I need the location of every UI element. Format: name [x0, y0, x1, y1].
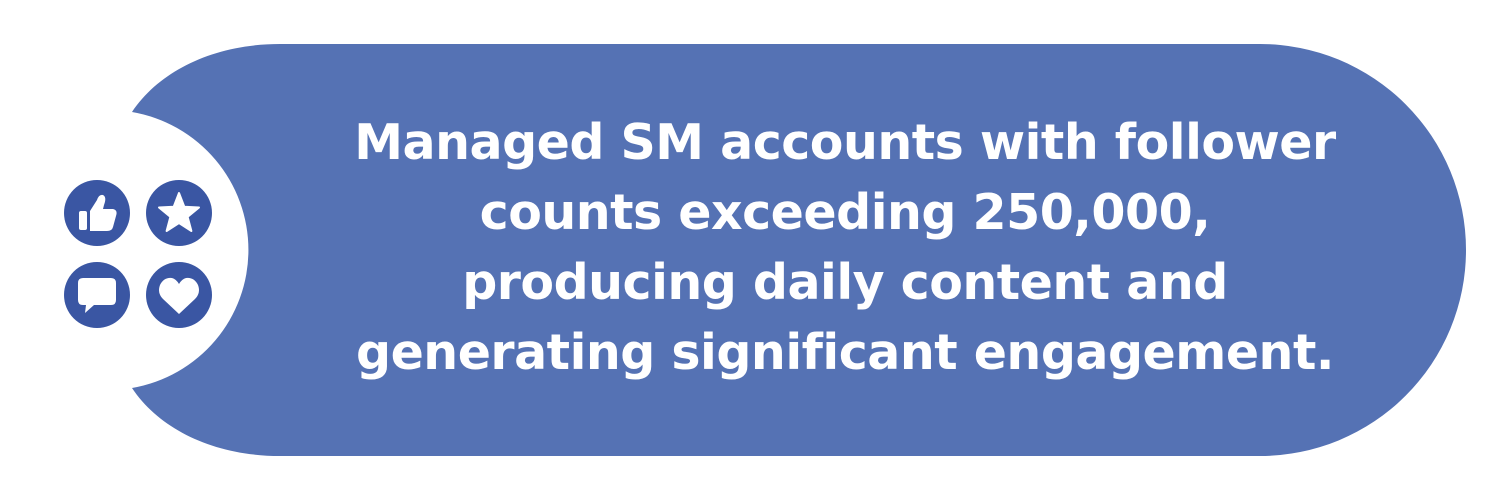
statement-line-4: generating significant engagement.: [356, 324, 1334, 381]
achievement-statement: Managed SM accounts with follower counts…: [290, 108, 1400, 388]
reaction-icon-grid: [62, 178, 214, 330]
speech-bubble-icon: [62, 260, 132, 330]
thumbs-up-icon: [62, 178, 132, 248]
statement-line-1: Managed SM accounts with follower: [354, 114, 1336, 171]
statement-line-2: counts exceeding 250,000,: [479, 184, 1211, 241]
star-icon: [144, 178, 214, 248]
heart-icon: [144, 260, 214, 330]
statement-line-3: producing daily content and: [462, 254, 1228, 311]
